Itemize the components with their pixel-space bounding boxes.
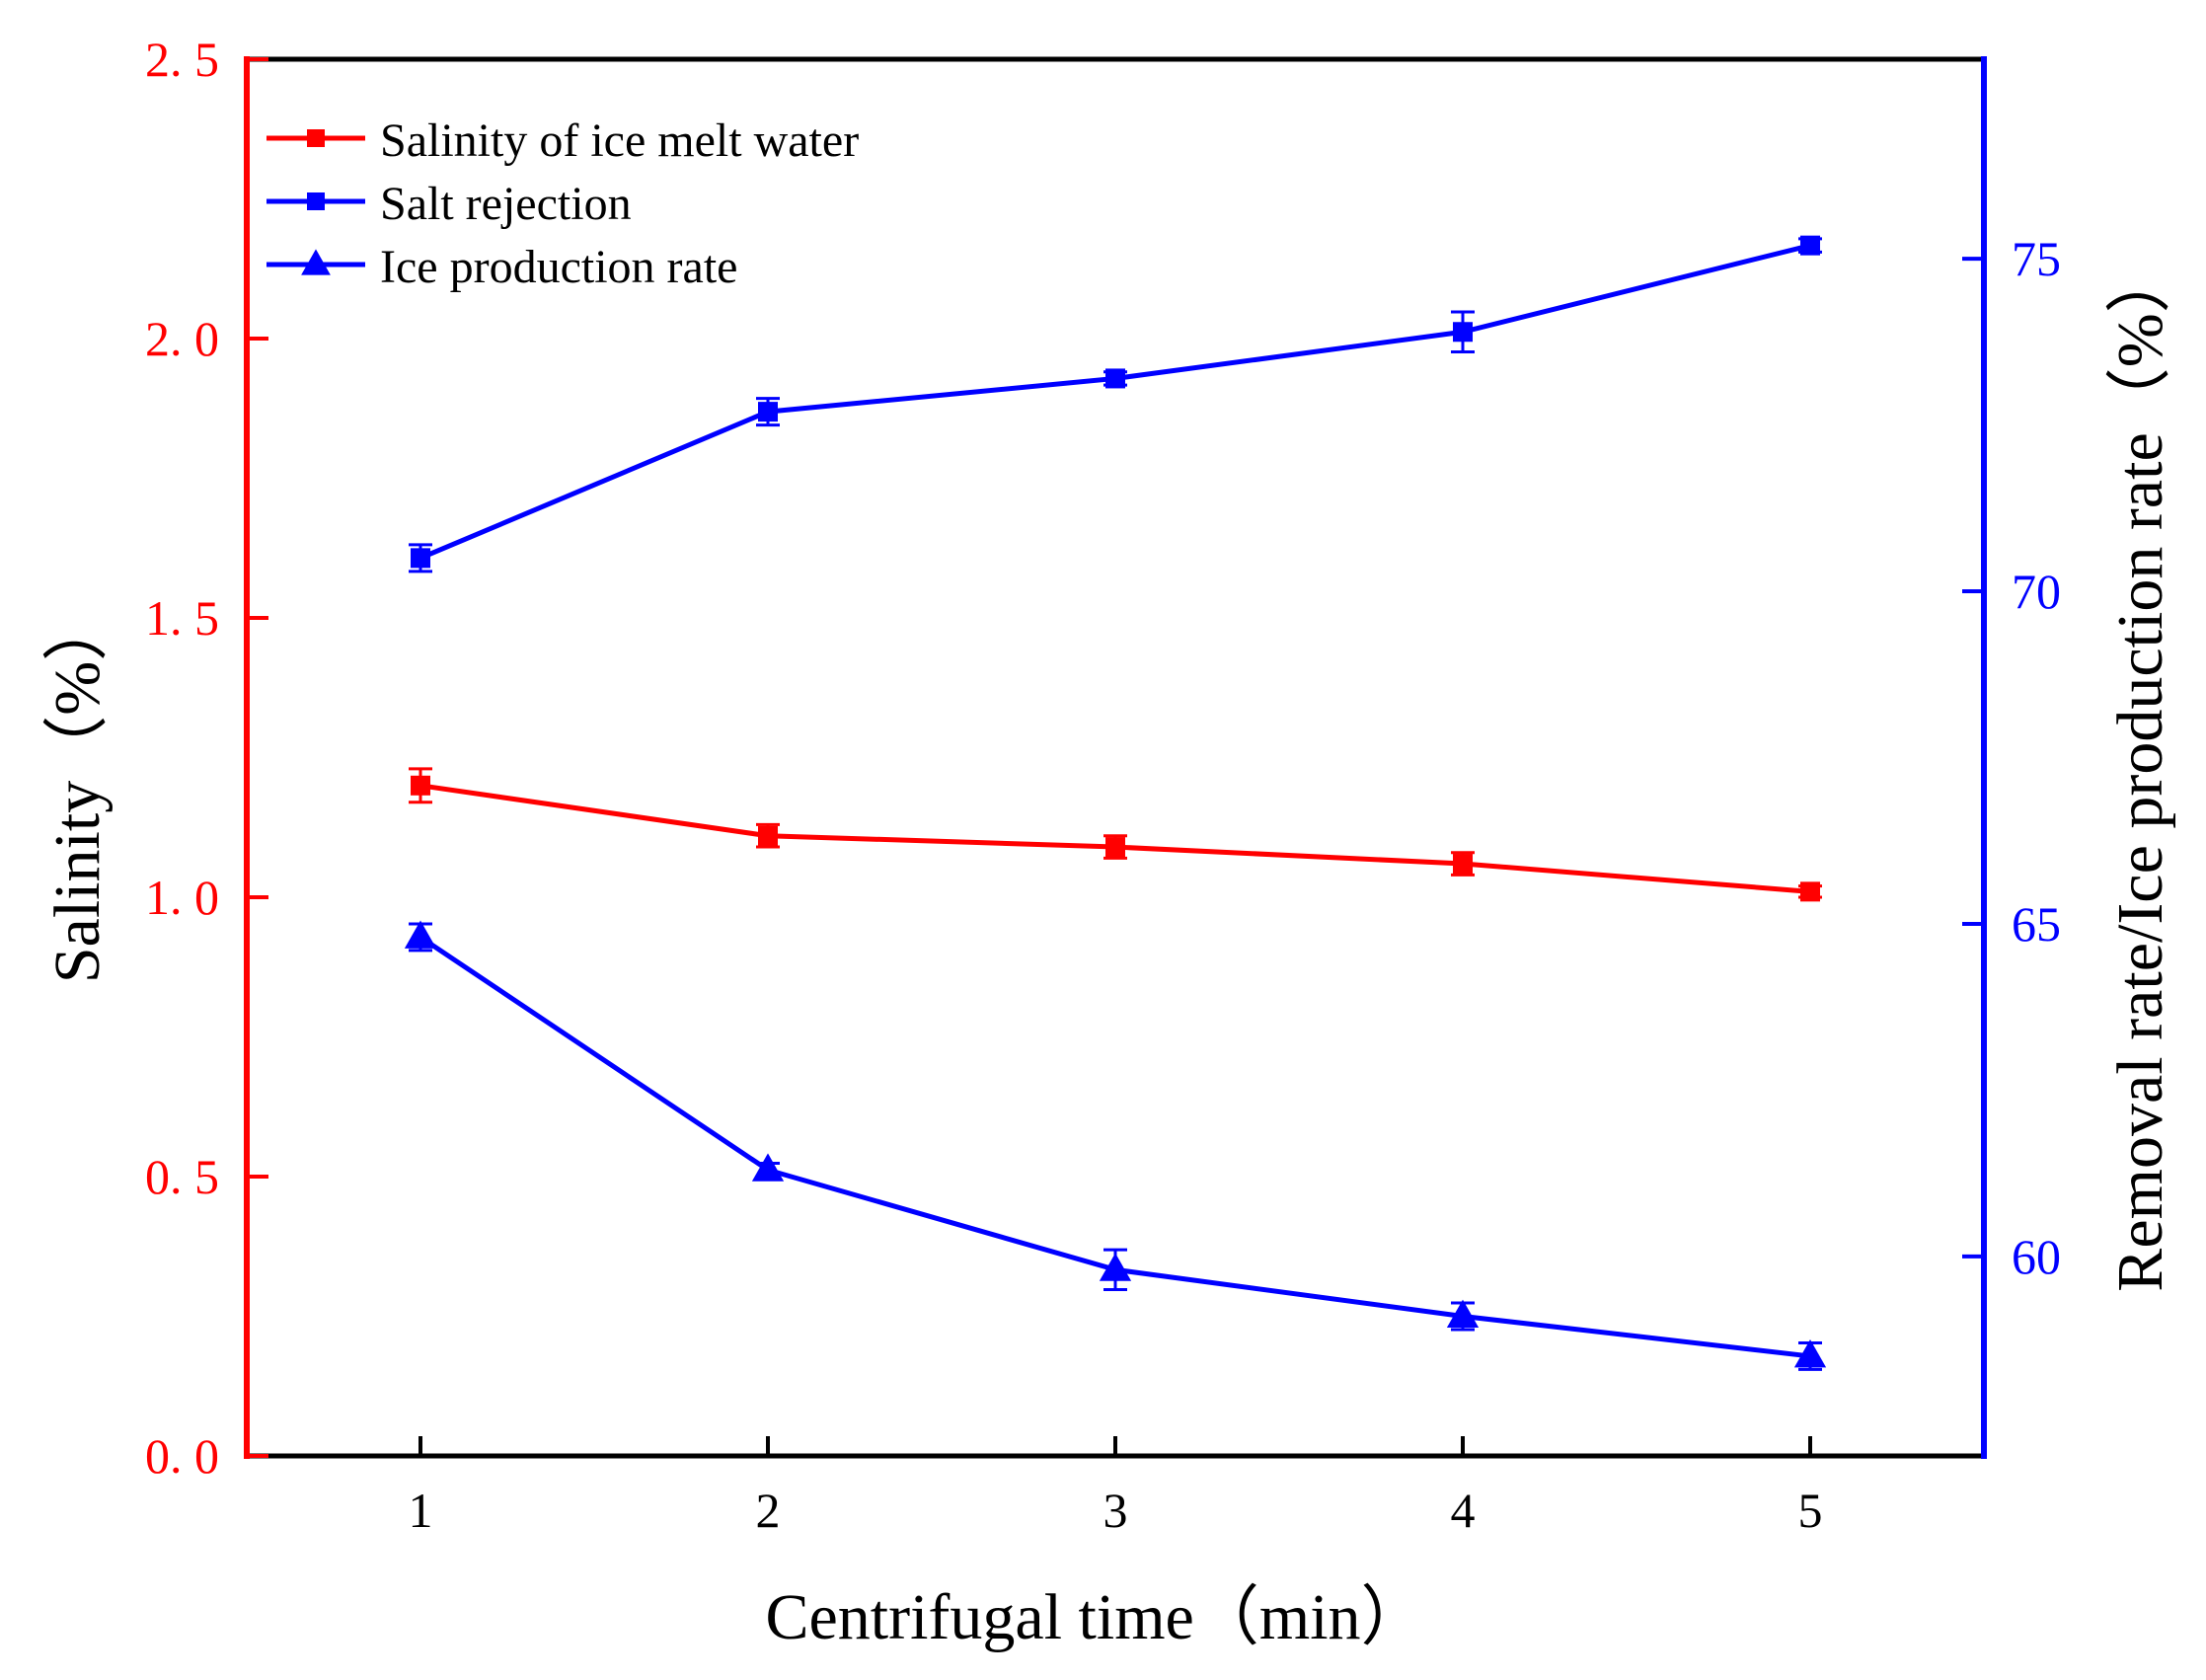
x-axis-title: Centrifugal time（min） [765, 1581, 1425, 1653]
data-point [1800, 881, 1820, 902]
axis-titles: Centrifugal time（min） Salinity（%） Remova… [41, 248, 2176, 1653]
data-point [1453, 854, 1473, 875]
data-point [1453, 322, 1473, 343]
x-tick-label: 2 [756, 1483, 781, 1538]
legend-item: Salinity of ice melt water [266, 115, 859, 167]
series-salinity-of-ice-melt-water [409, 767, 1822, 902]
left-y-tick-label: 1. 5 [145, 590, 219, 646]
data-point [1793, 1339, 1827, 1368]
data-point [758, 825, 778, 846]
legend-marker [307, 192, 325, 210]
legend-label: Salinity of ice melt water [380, 115, 859, 167]
right-y-tick-label: 75 [2012, 231, 2061, 286]
right-y-tick-label: 60 [2012, 1229, 2061, 1284]
right-y-tick-label: 65 [2012, 896, 2061, 952]
left-y-axis-title: Salinity（%） [41, 596, 114, 983]
data-point [404, 920, 437, 949]
x-tick-label: 3 [1103, 1483, 1128, 1538]
data-point [1446, 1299, 1480, 1328]
x-tick-label: 1 [409, 1483, 433, 1538]
legend-label: Salt rejection [380, 178, 632, 230]
left-y-tick-label: 1. 0 [145, 870, 219, 925]
left-y-tick-label: 2. 5 [145, 32, 219, 87]
series-ice-production-rate [404, 920, 1827, 1371]
left-y-tick-label: 2. 0 [145, 311, 219, 366]
right-y-tick-label: 70 [2012, 564, 2061, 619]
legend-marker [301, 249, 331, 275]
data-point [1099, 1253, 1132, 1281]
legend-label: Ice production rate [380, 241, 737, 293]
x-tick-label: 4 [1451, 1483, 1476, 1538]
data-point [1800, 235, 1820, 256]
x-tick-label: 5 [1798, 1483, 1823, 1538]
data-point [758, 402, 778, 422]
right-y-axis-title: Removal rate/Ice production rate（%） [2104, 248, 2176, 1291]
series-salt-rejection [409, 235, 1822, 573]
legend-item: Ice production rate [266, 241, 737, 293]
series-line [418, 935, 1811, 1359]
legend-item: Salt rejection [266, 178, 632, 230]
data-point [751, 1153, 785, 1182]
left-y-tick-label: 0. 5 [145, 1149, 219, 1204]
data-point [1105, 837, 1125, 858]
data-point [1105, 368, 1125, 389]
legend: Salinity of ice melt water Salt rejection… [266, 115, 859, 293]
series-layer [404, 235, 1827, 1371]
data-point [411, 548, 430, 569]
data-point [411, 775, 430, 796]
axes-layer: 1 2 3 4 5 0. 0 0. 5 1. 0 1. 5 2. 0 2. 5 60 65 70 75 [145, 32, 2061, 1538]
legend-marker [307, 129, 325, 147]
left-y-tick-label: 0. 0 [145, 1428, 219, 1484]
